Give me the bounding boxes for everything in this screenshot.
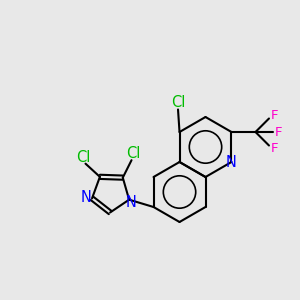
Text: Cl: Cl <box>171 95 185 110</box>
Text: F: F <box>270 142 278 155</box>
Text: N: N <box>126 195 137 210</box>
Text: F: F <box>270 109 278 122</box>
Text: N: N <box>226 155 237 170</box>
Text: N: N <box>81 190 92 205</box>
Text: Cl: Cl <box>76 150 90 165</box>
Text: F: F <box>275 125 283 139</box>
Text: Cl: Cl <box>126 146 140 161</box>
